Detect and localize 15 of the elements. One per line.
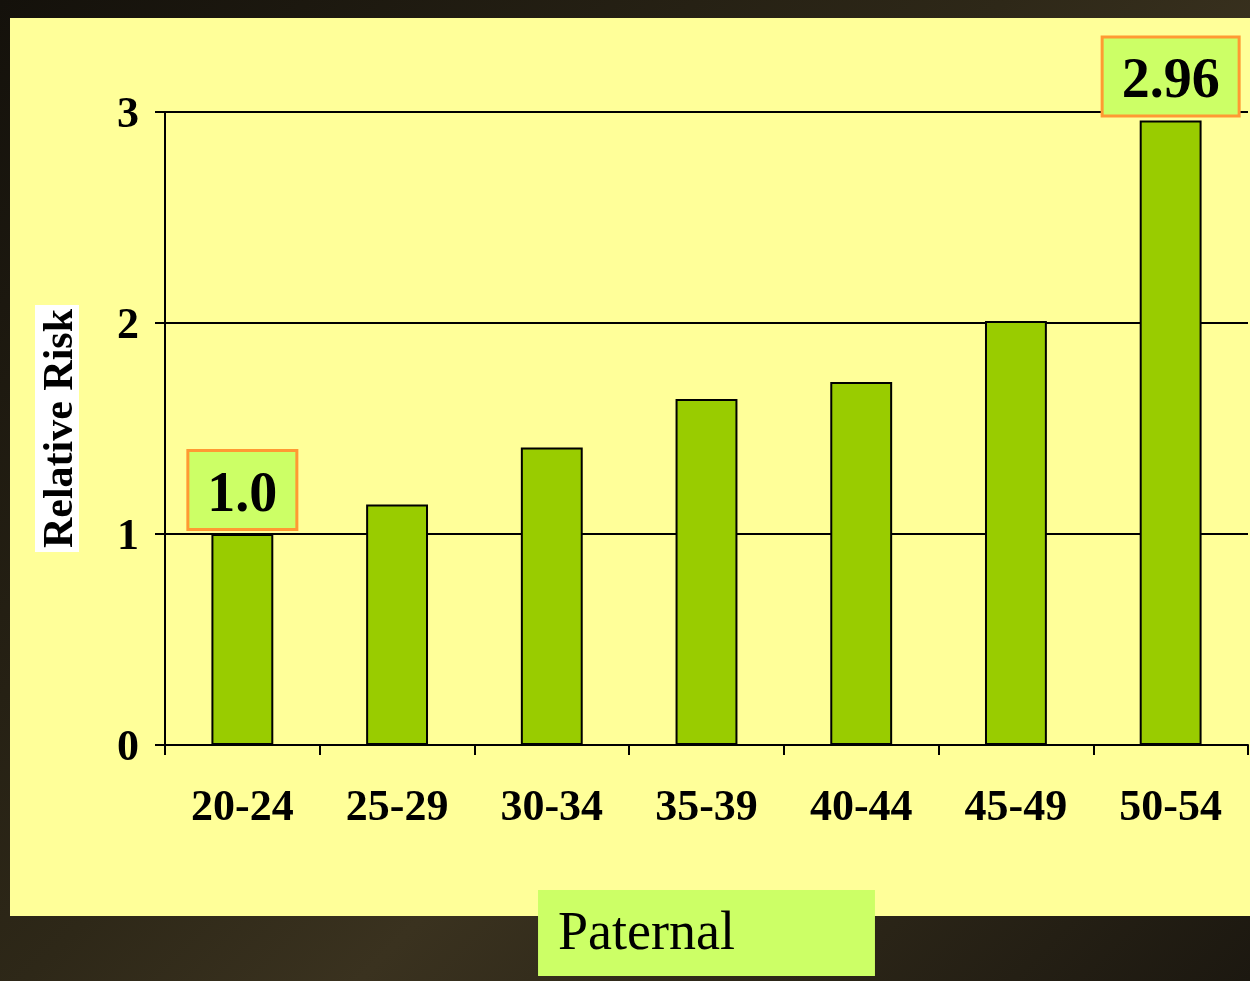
data-label: 1.0 bbox=[207, 461, 278, 523]
y-tick-label: 3 bbox=[117, 87, 139, 137]
x-tick-label: 20-24 bbox=[191, 780, 294, 830]
x-tick-label: 40-44 bbox=[809, 780, 913, 830]
y-axis-title: Relative Risk bbox=[35, 308, 81, 549]
data-label: 2.96 bbox=[1121, 47, 1220, 110]
x-tick-label: 50-54 bbox=[1119, 780, 1222, 830]
x-tick-label: 30-34 bbox=[500, 780, 604, 830]
y-tick-label: 2 bbox=[117, 298, 139, 348]
y-tick-label: 0 bbox=[117, 720, 139, 770]
x-tick-label: 25-29 bbox=[345, 780, 449, 830]
y-tick-label: 1 bbox=[117, 509, 139, 559]
x-tick-label: 45-49 bbox=[964, 780, 1068, 830]
x-axis-title: Paternal bbox=[558, 901, 735, 961]
x-tick-label: 35-39 bbox=[655, 780, 758, 830]
